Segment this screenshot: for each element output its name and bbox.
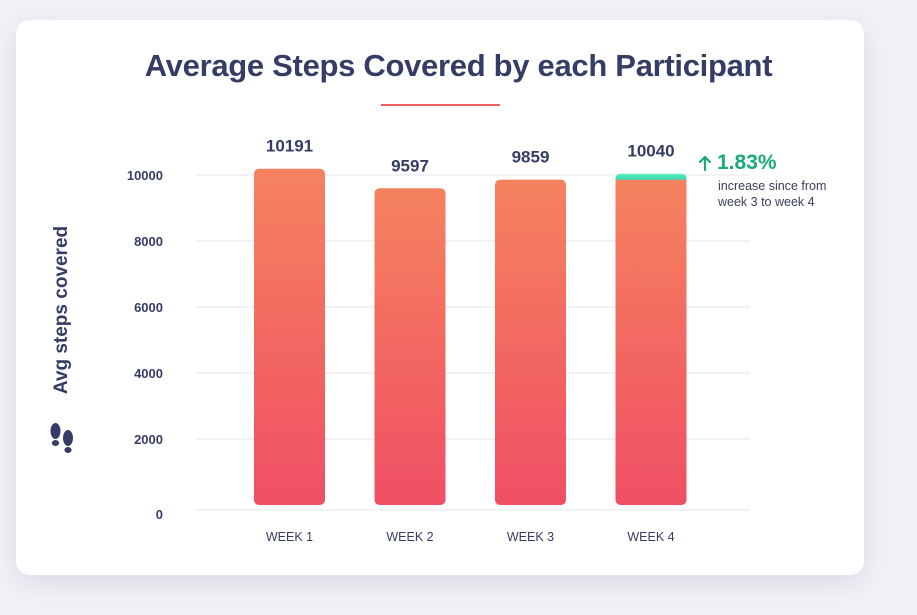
x-category-label: WEEK 3 (507, 530, 554, 544)
x-category-label: WEEK 2 (386, 530, 433, 544)
growth-caption: increase since from week 3 to week 4 (718, 179, 827, 209)
y-tick-label: 4000 (134, 366, 163, 381)
chart-title: Average Steps Covered by each Participan… (144, 48, 773, 83)
bar-week-4-baseline (615, 179, 687, 505)
y-tick-label: 6000 (134, 300, 163, 315)
y-tick-label: 8000 (134, 234, 163, 249)
bar-value-label: 10040 (627, 142, 674, 161)
bar-week-3 (495, 179, 566, 505)
bar-value-label: 9597 (391, 156, 429, 175)
footprints-icon (50, 423, 73, 453)
y-tick-label: 0 (156, 507, 163, 522)
bar-week-1 (254, 168, 325, 505)
bar-week-4-increase (615, 173, 687, 180)
growth-percentage: 1.83% (717, 151, 777, 174)
arrow-up-icon (698, 155, 712, 172)
bar-value-label: 10191 (266, 137, 313, 156)
bar-week-2 (374, 188, 446, 505)
y-tick-label: 10000 (127, 168, 163, 183)
growth-annotation: 1.83% increase since from week 3 to week… (697, 151, 858, 210)
y-axis-label: Avg steps covered (51, 225, 72, 395)
x-category-label: WEEK 1 (266, 530, 313, 544)
y-tick-label: 2000 (134, 432, 163, 447)
bar-value-label: 9859 (512, 148, 550, 167)
title-underline (381, 104, 500, 106)
x-category-label: WEEK 4 (627, 530, 674, 544)
